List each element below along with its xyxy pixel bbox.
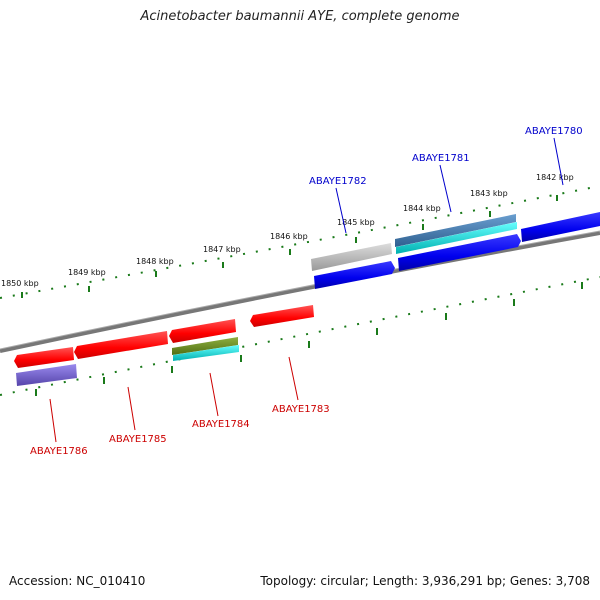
reverse-cog-track: [16, 337, 239, 386]
gene-label[interactable]: ABAYE1781: [412, 153, 470, 164]
inner-major-ticks: [35, 282, 583, 396]
forward-cog-track: [311, 214, 517, 271]
cog-block-olive: [172, 337, 238, 355]
gene-abaye1780[interactable]: [521, 212, 600, 242]
label-leaders: [49, 137, 564, 443]
cog-block-cyan: [396, 222, 517, 254]
ruler-tick-labels: 1850 kbp 1849 kbp 1848 kbp 1847 kbp 1846…: [1, 173, 574, 288]
tick-label: 1850 kbp: [1, 279, 39, 288]
gene-labels: ABAYE1782 ABAYE1781 ABAYE1780 ABAYE1786 …: [30, 126, 583, 457]
tick-label: 1842 kbp: [536, 173, 574, 182]
gene-abaye1783[interactable]: [250, 305, 314, 327]
map-title: Acinetobacter baumannii AYE, complete ge…: [140, 9, 460, 24]
tick-label: 1845 kbp: [337, 218, 375, 227]
genome-backbone: [0, 231, 600, 353]
cog-block-grey: [311, 243, 392, 271]
reverse-gene-track: [14, 305, 314, 368]
tick-label: 1849 kbp: [68, 268, 106, 277]
gene-label[interactable]: ABAYE1783: [272, 404, 330, 415]
tick-label: 1848 kbp: [136, 257, 174, 266]
cog-block-steel: [395, 214, 516, 247]
accession-text: Accession: NC_010410: [9, 574, 146, 588]
cog-block-purple: [16, 364, 77, 386]
gene-label[interactable]: ABAYE1782: [309, 176, 367, 187]
gene-abaye1786[interactable]: [14, 347, 74, 368]
cog-block-cyan: [173, 345, 239, 361]
outer-major-ticks: [21, 195, 558, 298]
gene-label[interactable]: ABAYE1780: [525, 126, 583, 137]
tick-label: 1843 kbp: [470, 189, 508, 198]
tick-label: 1846 kbp: [270, 232, 308, 241]
gene-abaye1781[interactable]: [398, 234, 521, 271]
tick-label: 1847 kbp: [203, 245, 241, 254]
gene-label[interactable]: ABAYE1784: [192, 419, 250, 430]
gene-abaye1785[interactable]: [74, 331, 168, 359]
gene-label[interactable]: ABAYE1785: [109, 434, 167, 445]
gene-label[interactable]: ABAYE1786: [30, 446, 88, 457]
gene-abaye1784[interactable]: [169, 319, 236, 343]
genome-summary: Topology: circular; Length: 3,936,291 bp…: [260, 574, 590, 588]
inner-ruler: [0, 276, 600, 396]
gene-abaye1782[interactable]: [314, 261, 395, 289]
forward-gene-track: [314, 212, 600, 289]
tick-label: 1844 kbp: [403, 204, 441, 213]
